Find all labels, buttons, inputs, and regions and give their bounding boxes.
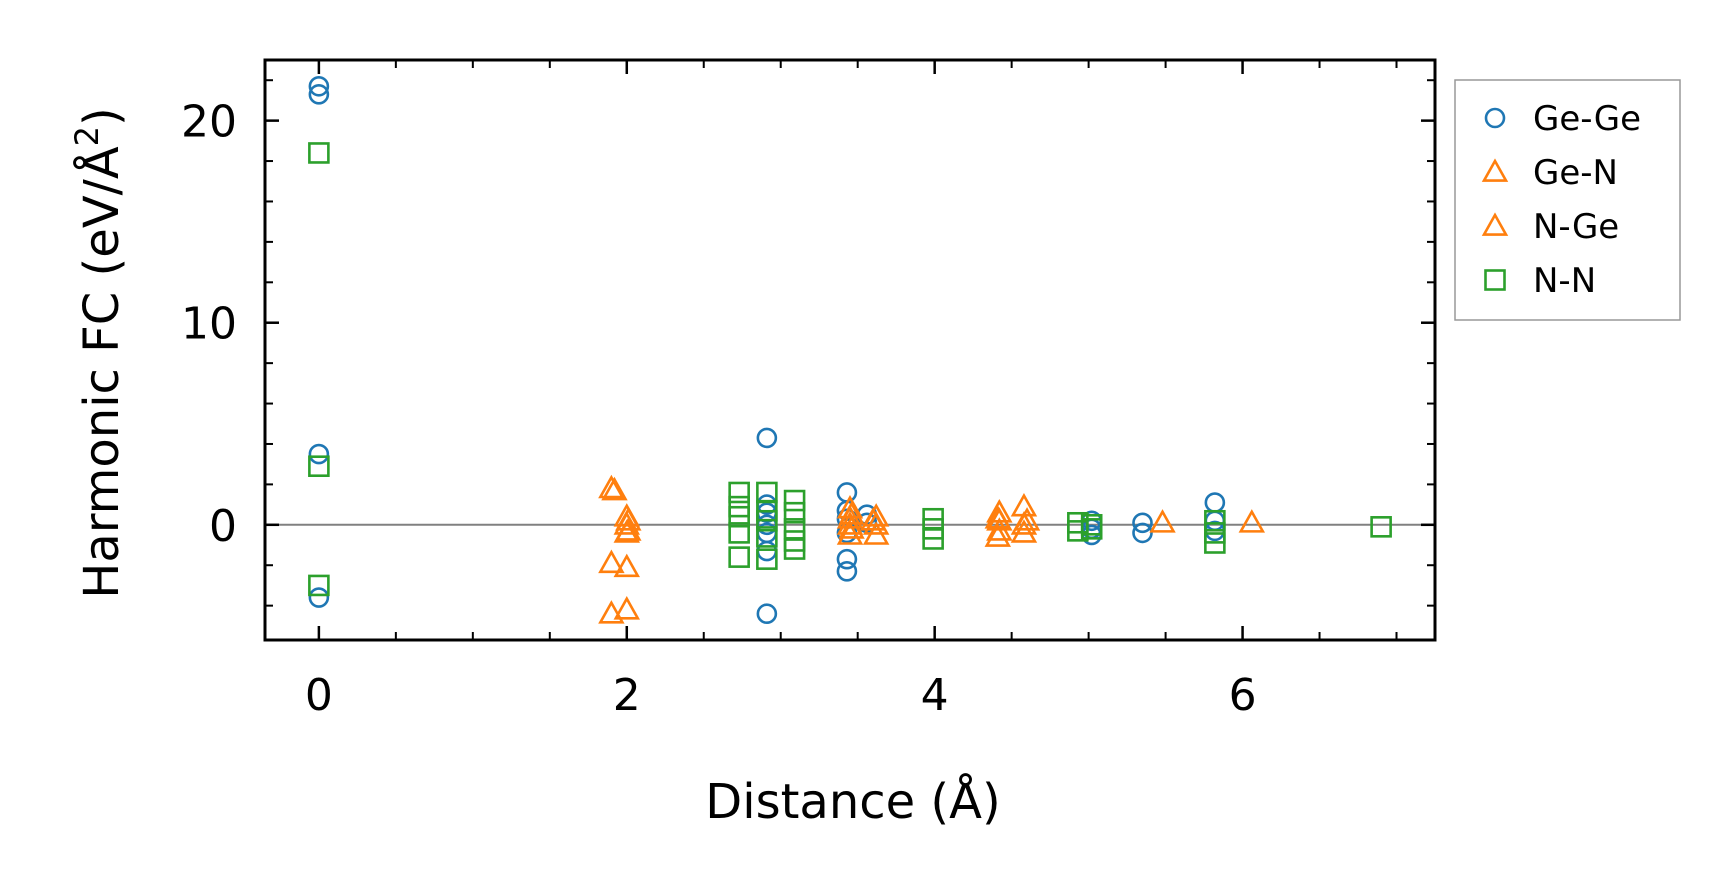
point-n-ge <box>1013 507 1041 531</box>
y-tick-label: 20 <box>181 97 237 148</box>
point-n-n <box>728 546 750 568</box>
point-ge-n <box>1149 509 1176 533</box>
point-ge-n <box>986 517 1013 541</box>
point-n-n <box>728 481 750 504</box>
point-ge-n <box>598 474 625 499</box>
legend-label-ge-n: Ge-N <box>1533 153 1618 193</box>
labels-layer: Distance (Å) Harmonic FC (eV/Å2) 0 2 4 6 0 10… <box>68 97 1257 830</box>
point-ge-ge <box>308 443 330 465</box>
point-n-n <box>1080 518 1103 540</box>
point-ge-ge <box>1132 522 1153 544</box>
x-axis-label: Distance (Å) <box>705 773 1000 830</box>
point-ge-n <box>1010 519 1038 543</box>
axes-layer <box>263 58 1437 642</box>
point-ge-ge <box>836 548 858 570</box>
x-tick-label: 6 <box>1229 670 1257 721</box>
point-n-n <box>783 501 806 524</box>
point-n-n <box>756 509 778 532</box>
point-n-n <box>308 574 330 597</box>
point-ge-ge <box>308 587 330 608</box>
legend-marker-ge-n <box>1481 158 1509 182</box>
point-n-n <box>308 455 330 478</box>
point-ge-n <box>1238 509 1266 533</box>
point-n-ge <box>859 507 887 531</box>
point-n-ge <box>615 507 642 531</box>
point-ge-n <box>598 600 625 624</box>
point-n-n <box>756 548 778 570</box>
y-axis-label: Harmonic FC (eV/Å2) <box>68 107 130 599</box>
x-tick-label: 0 <box>305 670 333 721</box>
point-n-n <box>783 530 806 552</box>
legend-marker-n-ge <box>1481 212 1509 236</box>
point-n-n <box>1204 509 1226 532</box>
x-tick-label: 2 <box>613 670 641 721</box>
point-ge-ge <box>1132 512 1153 534</box>
point-n-n <box>1204 532 1226 554</box>
point-n-ge <box>984 523 1012 547</box>
legend-box <box>1454 79 1681 321</box>
y-tick-label: 0 <box>209 501 237 552</box>
point-n-n <box>308 142 330 164</box>
point-n-n <box>756 526 778 548</box>
point-n-n <box>728 522 750 544</box>
point-ge-n <box>613 596 640 620</box>
point-n-ge <box>615 517 642 541</box>
legend-label-n-ge: N-Ge <box>1533 207 1619 247</box>
point-n-ge <box>838 501 865 525</box>
point-ge-ge <box>756 540 778 562</box>
point-n-n <box>1370 516 1392 538</box>
point-ge-ge <box>308 75 330 97</box>
legend-label-ge-ge: Ge-Ge <box>1533 99 1641 139</box>
x-tick-label: 4 <box>921 670 949 721</box>
point-ge-n <box>836 521 864 545</box>
legend-marker-ge-ge <box>1484 107 1506 129</box>
legend-marker-n-n <box>1484 269 1506 291</box>
y-tick-label: 10 <box>181 299 237 350</box>
legend: Ge-Ge Ge-N N-Ge N-N <box>1454 79 1681 321</box>
markers-layer <box>265 75 1435 625</box>
point-ge-ge <box>836 482 858 503</box>
point-ge-ge <box>1204 492 1226 513</box>
point-ge-ge <box>756 427 778 449</box>
point-n-ge <box>601 476 628 501</box>
point-n-ge <box>838 515 865 539</box>
point-n-n <box>783 489 806 512</box>
point-n-n <box>922 528 944 550</box>
point-ge-ge <box>836 560 858 582</box>
point-n-n <box>1067 520 1089 542</box>
point-n-n <box>783 538 806 560</box>
plot-frame <box>263 58 1437 642</box>
point-ge-n <box>613 553 640 578</box>
point-ge-n <box>598 549 625 574</box>
legend-label-n-n: N-N <box>1533 261 1596 301</box>
point-ge-n <box>836 494 864 519</box>
point-ge-ge <box>308 84 330 105</box>
point-ge-n <box>862 521 890 545</box>
point-n-n <box>728 505 750 528</box>
point-ge-ge <box>756 603 778 625</box>
